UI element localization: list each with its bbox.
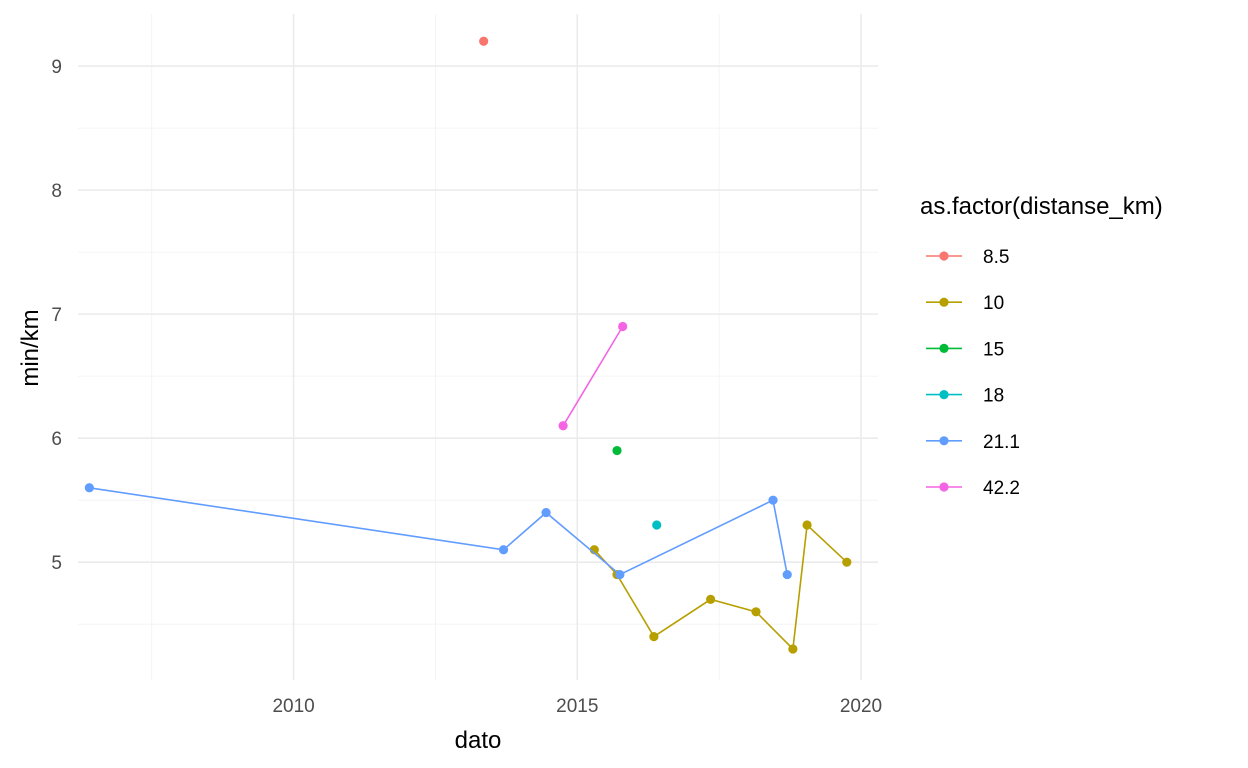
data-point — [498, 545, 509, 555]
x-axis-title: dato — [455, 727, 502, 754]
y-tick-label: 5 — [51, 553, 62, 574]
legend-item: 15 — [926, 339, 1004, 360]
data-point — [84, 483, 94, 493]
legend-key-point — [939, 482, 949, 492]
legend-item: 21.1 — [926, 432, 1020, 453]
data-point — [652, 520, 662, 530]
y-tick-label: 8 — [51, 181, 62, 202]
series-18 — [652, 520, 662, 530]
data-point — [768, 495, 778, 505]
series-line — [89, 487, 788, 576]
x-tick-labels: 2010 2015 2020 — [272, 696, 882, 717]
y-tick-labels: 5 6 7 8 9 — [51, 57, 62, 574]
legend: as.factor(distanse_km) 8.5 10 15 18 21.1 42.2 — [920, 193, 1163, 499]
legend-label: 21.1 — [983, 432, 1020, 453]
series-42-2 — [558, 321, 628, 431]
legend-label: 18 — [983, 386, 1004, 407]
data-point — [842, 557, 852, 567]
legend-label: 8.5 — [983, 247, 1009, 268]
x-tick-label: 2020 — [840, 696, 882, 717]
data-point — [558, 421, 568, 431]
legend-key-point — [939, 297, 949, 307]
data-point — [612, 445, 622, 456]
data-point — [788, 644, 798, 654]
data-point — [541, 507, 551, 518]
legend-key-point — [939, 343, 949, 353]
minor-gridlines — [78, 14, 878, 680]
series-line — [562, 326, 624, 427]
data-point — [615, 569, 625, 580]
series-layer — [84, 36, 852, 654]
legend-label: 42.2 — [983, 478, 1020, 499]
legend-item: 10 — [926, 293, 1004, 314]
series-15 — [612, 445, 622, 456]
data-point — [751, 607, 761, 617]
data-point — [649, 631, 659, 642]
y-tick-label: 7 — [51, 305, 62, 326]
data-point — [802, 520, 812, 530]
data-point — [618, 321, 628, 332]
data-point — [782, 569, 792, 580]
y-axis-title: min/km — [17, 309, 44, 386]
legend-items: 8.5 10 15 18 21.1 42.2 — [926, 247, 1020, 499]
y-tick-label: 9 — [51, 57, 62, 78]
x-tick-label: 2015 — [556, 696, 598, 717]
major-gridlines — [78, 14, 878, 680]
legend-label: 15 — [983, 339, 1004, 360]
data-point — [479, 36, 489, 46]
legend-item: 42.2 — [926, 478, 1020, 499]
legend-label: 10 — [983, 293, 1004, 314]
legend-item: 8.5 — [926, 247, 1009, 268]
y-tick-label: 6 — [51, 429, 62, 450]
legend-key-point — [939, 390, 949, 400]
series-10 — [589, 520, 852, 654]
data-point — [706, 594, 716, 604]
legend-key-point — [939, 251, 949, 261]
legend-title: as.factor(distanse_km) — [920, 193, 1163, 220]
series-line — [593, 523, 848, 651]
legend-key-point — [939, 436, 949, 446]
series-21-1 — [84, 483, 792, 580]
x-tick-label: 2010 — [272, 696, 314, 717]
legend-item: 18 — [926, 386, 1004, 407]
series-8-5 — [479, 36, 489, 46]
